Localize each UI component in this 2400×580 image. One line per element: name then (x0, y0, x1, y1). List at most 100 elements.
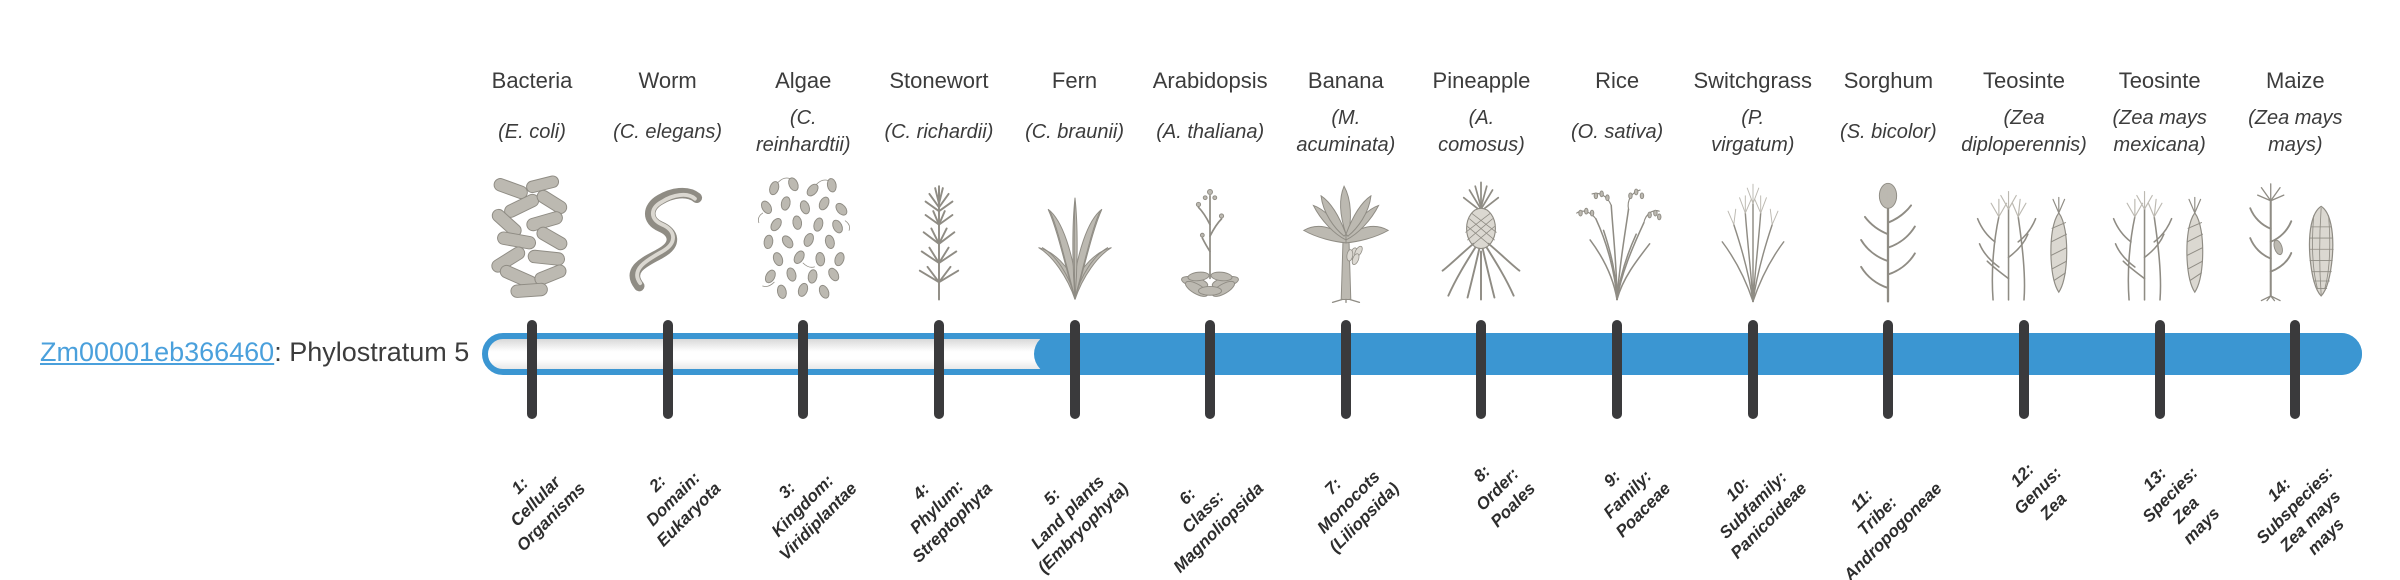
taxon-column-fern-5: Fern (C. braunii) (1000, 0, 1150, 310)
teosinte-icon (2102, 174, 2218, 304)
taxon-column-pineapple-8: Pineapple (A. comosus) (1406, 0, 1556, 310)
pineapple-icon (1433, 174, 1529, 304)
taxon-scientific-name: (S. bicolor) (1840, 120, 1937, 143)
stratum-label: 14: Subspecies: Zea mays mays (2252, 463, 2349, 559)
taxon-name: Sorghum (1843, 68, 1934, 93)
taxon-name: Stonewort (889, 68, 989, 93)
taxon-illustration (2085, 166, 2235, 304)
taxon-name: Switchgrass (1693, 68, 1813, 93)
worm-icon (620, 174, 716, 304)
taxon-column-worm-2: Worm (C. elegans) (593, 0, 743, 310)
taxon-column-teosinte-13: Teosinte (Zea mays mexicana) (2085, 0, 2235, 310)
taxon-name: Teosinte (1983, 68, 2065, 93)
taxon-illustration (2220, 166, 2370, 304)
taxon-illustration (1813, 166, 1963, 304)
taxon-column-rice-9: Rice (O. sativa) (1542, 0, 1692, 310)
stratum-tick (1069, 320, 1080, 419)
stratum-tick (527, 320, 537, 419)
taxon-scientific-name: (A. thaliana) (1156, 120, 1265, 143)
stratum-tick (1883, 320, 1894, 419)
stratum-label: 6: Class: Magnoliopsida (1169, 478, 1268, 577)
stratum-label: 4: Phylum: Streptophyta (906, 476, 997, 567)
taxon-column-sorghum-11: Sorghum (S. bicolor) (1813, 0, 1963, 310)
taxon-illustration (1678, 166, 1828, 304)
taxon-name: Worm (638, 68, 697, 93)
taxon-illustration (593, 166, 743, 304)
taxon-column-stonewort-4: Stonewort (C. richardii) (864, 0, 1014, 310)
taxon-column-switchgrass-10: Switchgrass (P. virgatum) (1678, 0, 1828, 310)
taxon-illustration (1542, 166, 1692, 304)
stratum-tick (1340, 320, 1351, 419)
fern-icon (1027, 174, 1123, 304)
taxon-scientific-name: (E. coli) (498, 120, 566, 143)
bacteria-icon (484, 174, 580, 304)
taxon-scientific-name: (M. acuminata) (1296, 107, 1396, 156)
stratum-label: 13: Species: Zea mays (2138, 463, 2224, 548)
taxon-name: Teosinte (2118, 68, 2201, 93)
taxon-illustration (1949, 166, 2099, 304)
gene-label: Zm00001eb366460: Phylostratum 5 (40, 335, 469, 369)
taxon-scientific-name: (A. comosus) (1438, 107, 1525, 156)
taxon-illustration (1135, 166, 1285, 304)
maize-icon (2239, 174, 2351, 304)
arabidopsis-icon (1162, 174, 1258, 304)
taxon-scientific-name: (Zea mays mays) (2248, 107, 2343, 156)
taxon-column-algae-3: Algae (C. reinhardtii) (728, 0, 878, 310)
stonewort-icon (891, 174, 987, 304)
taxon-illustration (864, 166, 1014, 304)
taxon-name: Algae (775, 68, 832, 93)
stratum-label: 2: Domain: Eukaryota (642, 468, 725, 551)
stratum-label: 5: Land plants (Embryophyta) (1026, 471, 1132, 578)
rice-icon (1569, 174, 1665, 304)
taxon-scientific-name: (C. elegans) (613, 120, 723, 143)
taxon-illustration (728, 166, 878, 304)
taxon-name: Bacteria (491, 68, 573, 93)
taxon-column-banana-7: Banana (M. acuminata) (1271, 0, 1421, 310)
taxon-scientific-name: (O. sativa) (1570, 120, 1664, 143)
stratum-label: 7: Monocots (Liliopsida) (1313, 466, 1404, 557)
taxon-column-bacteria-1: Bacteria (E. coli) (457, 0, 607, 310)
gene-label-separator: : (274, 337, 290, 367)
taxon-scientific-name: (C. reinhardtii) (756, 107, 851, 156)
stratum-label: 10: Subfamily: Panicoideae (1715, 467, 1811, 563)
taxon-column-teosinte-12: Teosinte (Zea diploperennis) (1949, 0, 2099, 310)
stratum-label: 3: Kingdom: Viridiplantae (767, 471, 861, 564)
switchgrass-icon (1705, 174, 1801, 304)
banana-icon (1298, 174, 1394, 304)
stratum-tick (933, 320, 944, 419)
taxon-scientific-name: (Zea mays mexicana) (2112, 107, 2207, 156)
algae-icon (755, 174, 851, 304)
taxon-name: Maize (2265, 68, 2325, 93)
stratum-tick (1747, 320, 1758, 419)
stratum-tick (1476, 320, 1487, 419)
taxon-scientific-name: (Zea diploperennis) (1961, 107, 2087, 156)
phylostratum-text: Phylostratum 5 (289, 337, 470, 367)
taxon-column-maize-14: Maize (Zea mays mays) (2220, 0, 2370, 310)
stratum-tick (798, 320, 809, 419)
stratum-tick (2290, 320, 2301, 419)
taxon-illustration (1271, 166, 1421, 304)
gene-id-link[interactable]: Zm00001eb366460 (40, 337, 275, 367)
stratum-label: 1: Cellular Organisms (506, 472, 590, 556)
taxon-illustration (1406, 166, 1556, 304)
taxon-column-arabidopsis-6: Arabidopsis (A. thaliana) (1135, 0, 1285, 310)
stratum-tick (2019, 320, 2030, 419)
stratum-tick (662, 320, 673, 419)
timeline-bar-filled (1033, 333, 2362, 375)
taxon-name: Fern (1051, 68, 1098, 93)
sorghum-icon (1840, 174, 1936, 304)
taxon-scientific-name: (C. braunii) (1025, 120, 1124, 143)
taxon-name: Arabidopsis (1152, 68, 1268, 93)
teosinte-icon (1966, 174, 2082, 304)
taxon-name: Pineapple (1432, 68, 1531, 93)
stratum-tick (1612, 320, 1623, 419)
stratum-label: 11: Tribe: Andropogoneae (1840, 478, 1946, 580)
stratum-tick (2154, 320, 2165, 419)
taxon-illustration (1000, 166, 1150, 304)
stratum-label: 9: Family: Poaceae (1599, 466, 1675, 542)
taxon-name: Banana (1307, 68, 1384, 93)
taxon-illustration (457, 166, 607, 304)
stratum-tick (1205, 320, 1216, 419)
stratum-label: 12: Genus: Zea (2007, 459, 2071, 524)
